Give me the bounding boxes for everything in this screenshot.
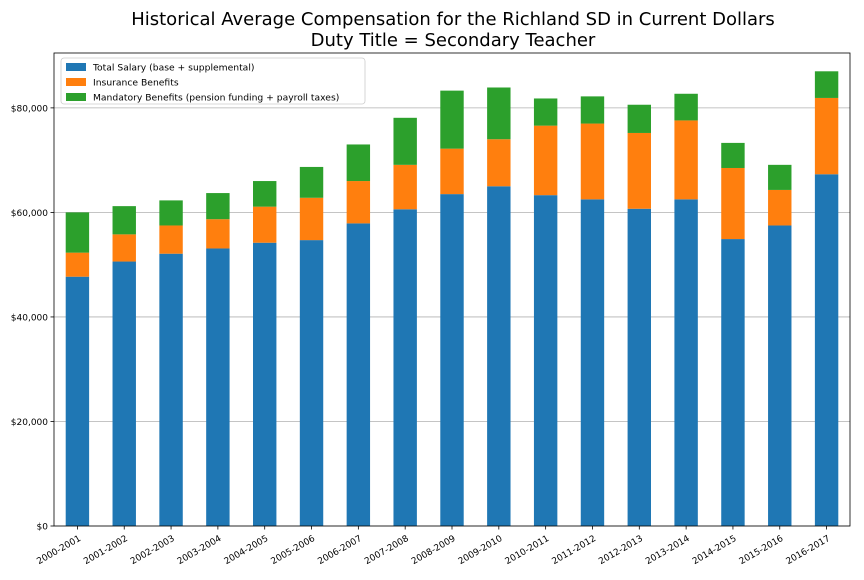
bar-insurance-2013-2014 [674,120,698,200]
bar-insurance-2015-2016 [768,189,792,226]
x-tick-label: 2003-2004 [176,534,224,567]
bar-mandatory-2012-2013 [627,104,651,133]
bar-mandatory-2001-2002 [112,206,136,235]
y-tick-label: $40,000 [11,313,48,323]
bar-mandatory-2009-2010 [487,87,511,140]
bar-insurance-2000-2001 [65,252,90,277]
bar-salary-2012-2013 [627,208,651,526]
bar-salary-2003-2004 [206,248,230,527]
bar-salary-2011-2012 [580,199,605,527]
legend-swatch [66,78,86,86]
legend-box [60,57,366,105]
bar-salary-2002-2003 [159,253,183,526]
x-tick-label: 2014-2015 [691,534,738,567]
bar-mandatory-2003-2004 [206,193,230,220]
legend-label: Total Salary (base + supplemental) [92,63,254,74]
bar-insurance-2003-2004 [206,219,230,249]
x-tick-label: 2012-2013 [597,534,644,567]
y-tick-label: $0 [37,523,49,533]
bar-mandatory-2011-2012 [580,96,605,124]
x-tick-label: 2004-2005 [223,534,270,567]
y-tick-label: $60,000 [11,209,48,219]
bar-salary-2016-2017 [814,174,839,526]
y-tick-label: $20,000 [11,418,48,428]
plot-frame [53,52,851,527]
chart-subtitle: Duty Title = Secondary Teacher [311,30,596,51]
x-tick-label: 2002-2003 [129,534,176,567]
legend-label: Insurance Benefits [93,78,179,89]
bar-mandatory-2010-2011 [533,98,558,126]
x-tick-label: 2015-2016 [738,534,786,567]
bar-insurance-2016-2017 [814,97,839,175]
bar-salary-2001-2002 [112,261,136,526]
bar-insurance-2011-2012 [580,123,605,200]
bar-salary-2008-2009 [440,194,464,526]
bar-mandatory-2015-2016 [768,164,792,190]
bar-insurance-2010-2011 [533,125,558,196]
bar-insurance-2007-2008 [393,164,417,210]
bar-insurance-2008-2009 [440,148,464,195]
y-tick-label: $80,000 [11,104,48,114]
x-tick-label: 2011-2012 [550,534,597,567]
bar-salary-2004-2005 [253,242,277,526]
x-tick-label: 2010-2011 [504,534,551,567]
x-tick-label: 2008-2009 [410,534,458,567]
chart-title: Historical Average Compensation for the … [131,9,775,30]
legend-label: Mandatory Benefits (pension funding + pa… [93,93,339,104]
bar-mandatory-2016-2017 [814,71,839,98]
x-tick-label: 2000-2001 [35,534,82,567]
bar-mandatory-2013-2014 [674,93,698,121]
bar-salary-2005-2006 [299,240,324,527]
bar-insurance-2009-2010 [487,139,511,187]
x-tick-label: 2006-2007 [316,534,363,567]
bar-salary-2009-2010 [487,186,511,526]
bar-salary-2006-2007 [346,223,371,527]
x-tick-label: 2009-2010 [457,534,505,567]
bar-mandatory-2004-2005 [253,181,277,207]
bar-insurance-2014-2015 [721,167,745,240]
bar-mandatory-2007-2008 [393,117,417,165]
x-tick-label: 2005-2006 [270,534,318,567]
bar-insurance-2005-2006 [299,197,324,241]
bars [65,71,839,527]
legend-swatch [66,63,86,71]
bar-mandatory-2014-2015 [721,142,745,168]
x-tick-label: 2013-2014 [644,534,692,567]
bar-salary-2013-2014 [674,199,698,527]
bar-mandatory-2000-2001 [65,212,90,253]
bar-insurance-2004-2005 [253,206,277,243]
bar-salary-2015-2016 [768,225,792,526]
legend: Total Salary (base + supplemental) Insura… [60,57,366,105]
x-tick-label: 2016-2017 [785,534,832,567]
bar-mandatory-2008-2009 [440,90,464,149]
bar-salary-2014-2015 [721,239,745,526]
legend-swatch [66,93,86,101]
bar-mandatory-2005-2006 [299,166,324,198]
x-tick-label: 2007-2008 [363,534,411,567]
bar-insurance-2012-2013 [627,132,651,209]
bar-salary-2000-2001 [65,276,90,526]
bar-insurance-2001-2002 [112,234,136,262]
bar-insurance-2006-2007 [346,181,371,224]
bar-mandatory-2006-2007 [346,144,371,182]
bar-salary-2010-2011 [533,195,558,527]
x-tick-label: 2001-2002 [82,534,129,567]
bar-mandatory-2002-2003 [159,200,183,226]
bar-insurance-2002-2003 [159,225,183,254]
bar-salary-2007-2008 [393,209,417,526]
